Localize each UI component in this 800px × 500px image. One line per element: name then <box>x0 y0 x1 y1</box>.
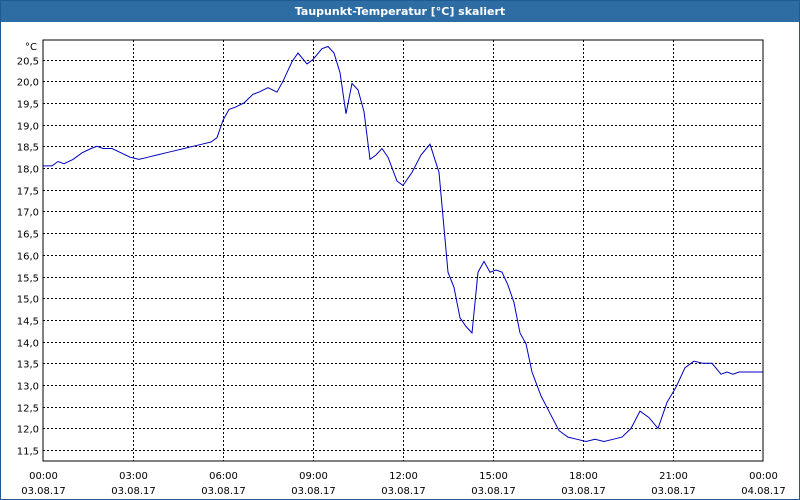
dew-point-line <box>43 45 763 443</box>
x-tick-time: 15:00 <box>479 471 508 482</box>
x-tick-time: 03:00 <box>119 471 148 482</box>
data-series <box>43 45 763 443</box>
y-tick-label: 18,0 <box>17 165 39 176</box>
x-tick-date: 03.08.17 <box>21 486 66 497</box>
dew-point-chart: °C 11,5 12,0 12,5 13,0 13,5 14,0 14,5 15,0 15,5 1… <box>17 39 786 497</box>
x-tick-time: 09:00 <box>299 471 328 482</box>
x-tick-date: 03.08.17 <box>201 486 246 497</box>
x-tick-date: 03.08.17 <box>471 486 516 497</box>
y-tick-label: 18,5 <box>17 143 39 154</box>
y-tick-label: 16,0 <box>17 252 39 263</box>
x-tick-date: 03.08.17 <box>111 486 156 497</box>
x-tick-time: 21:00 <box>659 471 688 482</box>
x-tick-date: 03.08.17 <box>651 486 696 497</box>
x-tick-date: 04.08.17 <box>741 486 786 497</box>
y-tick-label: 11,5 <box>17 447 39 458</box>
y-tick-label: 20,5 <box>17 57 39 68</box>
window-title: Taupunkt-Temperatur [°C] skaliert <box>1 1 799 22</box>
y-tick-label: 19,5 <box>17 100 39 111</box>
y-tick-label: 15,5 <box>17 274 39 285</box>
x-tick-date: 03.08.17 <box>291 486 336 497</box>
y-tick-label: 14,5 <box>17 317 39 328</box>
y-tick-label: 17,0 <box>17 208 39 219</box>
y-tick-label: 14,0 <box>17 339 39 350</box>
x-tick-time: 06:00 <box>209 471 238 482</box>
y-tick-label: 13,5 <box>17 360 39 371</box>
x-tick-date: 03.08.17 <box>561 486 606 497</box>
y-tick-label: 19,0 <box>17 122 39 133</box>
y-tick-label: 16,5 <box>17 230 39 241</box>
x-tick-time: 00:00 <box>29 471 58 482</box>
y-tick-label: 17,5 <box>17 187 39 198</box>
y-axis: °C 11,5 12,0 12,5 13,0 13,5 14,0 14,5 15,0 15,5 1… <box>17 42 39 458</box>
x-tick-time: 18:00 <box>569 471 598 482</box>
y-tick-label: 12,5 <box>17 404 39 415</box>
x-tick-date: 03.08.17 <box>381 486 426 497</box>
y-tick-label: 12,0 <box>17 425 39 436</box>
y-tick-label: 20,0 <box>17 78 39 89</box>
chart-grid <box>43 40 763 461</box>
x-axis: 00:00 03.08.17 03:00 03.08.17 06:00 03.08.17 0… <box>21 471 786 497</box>
y-axis-unit: °C <box>25 42 37 53</box>
plot-area-border <box>42 39 764 462</box>
x-tick-time: 00:00 <box>749 471 778 482</box>
y-tick-label: 15,0 <box>17 295 39 306</box>
y-tick-label: 13,0 <box>17 382 39 393</box>
x-tick-time: 12:00 <box>389 471 418 482</box>
